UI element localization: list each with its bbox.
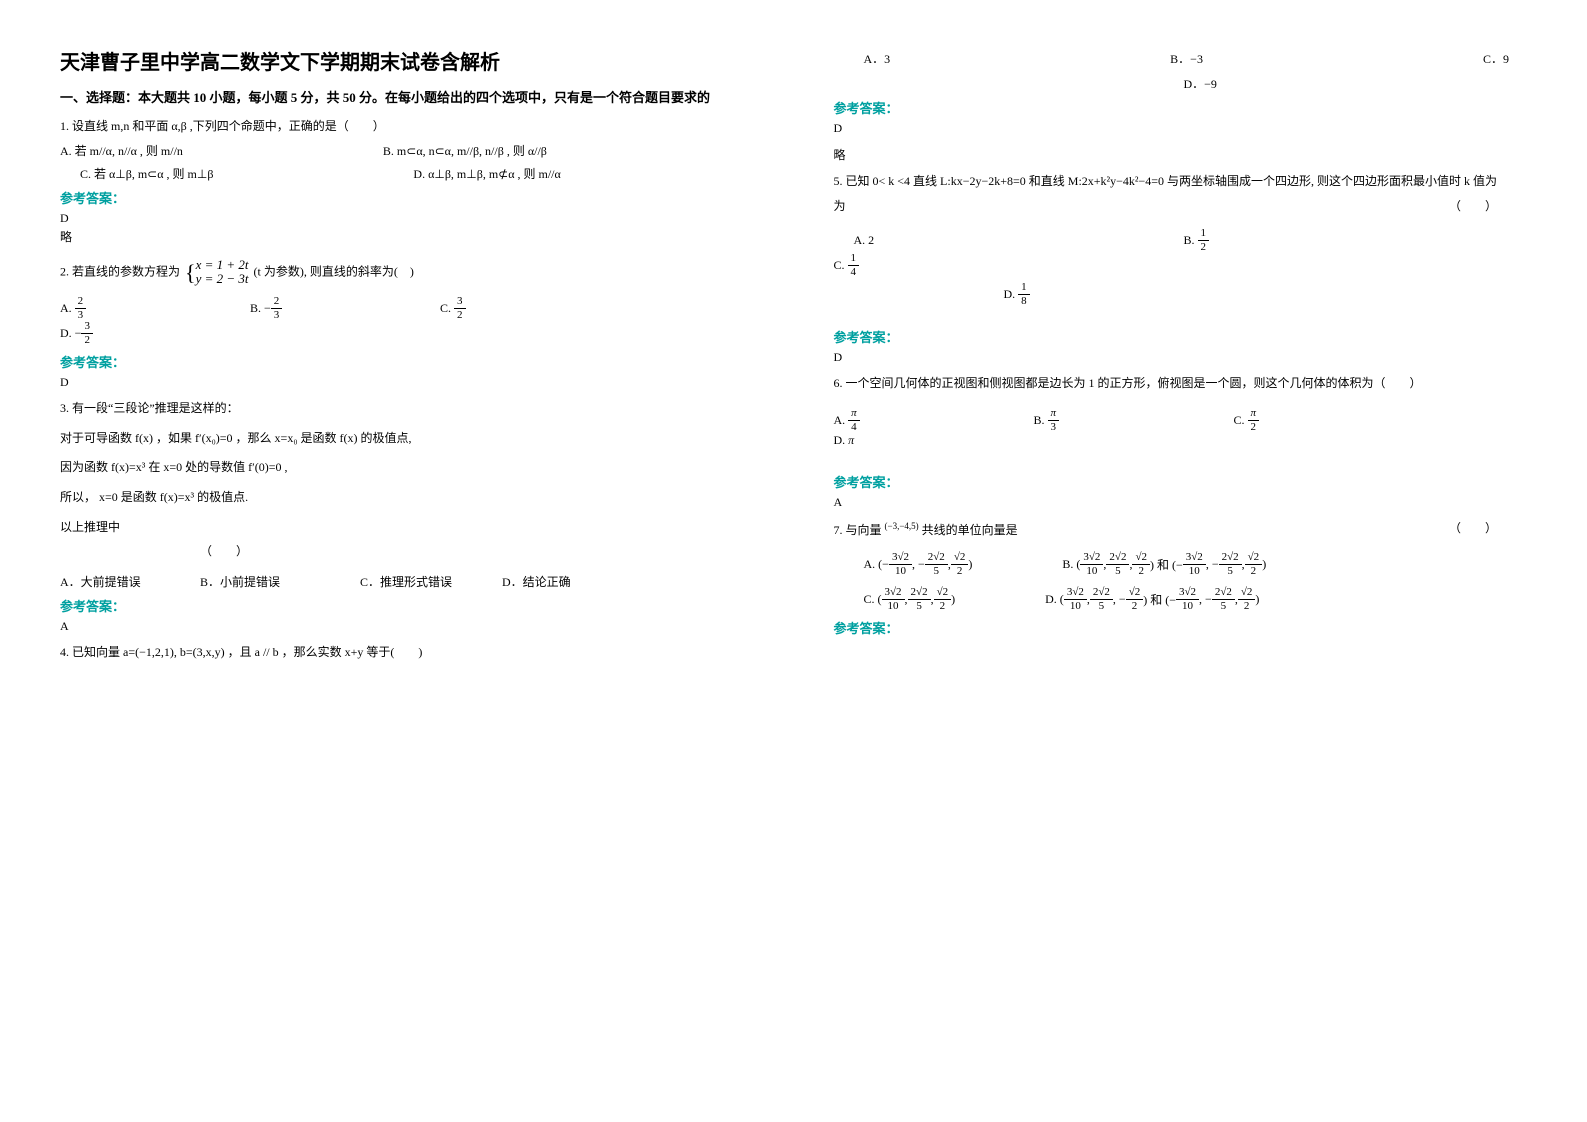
q5-opt-a: A. 2: [854, 228, 944, 253]
q3-line2: 因为函数 f(x)=x³ 在 x=0 处的导数值 f′(0)=0 ,: [60, 457, 744, 479]
q3-opt-b: B．小前提错误: [200, 573, 290, 590]
q5-opt-c: C. 14: [834, 253, 924, 278]
q5-opt-b: B. 12: [1184, 228, 1274, 253]
q5-answer: D: [834, 350, 1528, 365]
q4-opt-d: D．−9: [1184, 75, 1528, 92]
q3-line3: 所以， x=0 是函数 f(x)=x³ 的极值点.: [60, 487, 744, 509]
q2-stem-prefix: 2. 若直线的参数方程为: [60, 264, 180, 278]
q3-paren: （ ）: [200, 542, 744, 559]
q4-note: 略: [834, 146, 1528, 163]
q2-answer: D: [60, 375, 744, 390]
answer-label: 参考答案：: [834, 327, 1528, 346]
q1-opt-d: D. α⊥β, m⊥β, m⊄α , 则 m//α: [413, 165, 560, 182]
q5-opt-d: D. 18: [1004, 282, 1094, 307]
answer-label: 参考答案：: [60, 596, 744, 615]
q1-opt-a: A. 若 m//α, n//α , 则 m//n: [60, 142, 183, 159]
q1-answer: D: [60, 211, 744, 226]
q5-paren: （ ）: [1449, 197, 1497, 214]
q6-stem: 6. 一个空间几何体的正视图和侧视图都是边长为 1 的正方形，俯视图是一个圆，则…: [834, 373, 1528, 395]
q4-answer: D: [834, 121, 1528, 136]
q5-stem: 5. 已知 0< k <4 直线 L:kx−2y−2k+8=0 和直线 M:2x…: [834, 171, 1528, 193]
q1-stem: 1. 设直线 m,n 和平面 α,β ,下列四个命题中，正确的是（ ）: [60, 116, 744, 138]
q7-opt-d: D. (3√210, 2√25, −√22) 和 (−3√210, −2√25,…: [1045, 587, 1259, 612]
q4-opt-b: B．−3: [1170, 50, 1203, 67]
q2-opt-c: C. 32: [440, 296, 530, 321]
q1-note: 略: [60, 228, 744, 245]
doc-title: 天津曹子里中学高二数学文下学期期末试卷含解析: [60, 46, 744, 75]
q2-opt-b: B. −23: [250, 296, 340, 321]
q3-opt-d: D．结论正确: [502, 573, 592, 590]
answer-label: 参考答案：: [834, 98, 1528, 117]
q6-opt-d: D. π: [834, 433, 924, 448]
q2-stem: 2. 若直线的参数方程为 {x = 1 + 2ty = 2 − 3t (t 为参…: [60, 253, 744, 293]
answer-label: 参考答案：: [60, 188, 744, 207]
section-1-heading: 一、选择题：本大题共 10 小题，每小题 5 分，共 50 分。在每小题给出的四…: [60, 87, 744, 106]
q3-opt-a: A．大前提错误: [60, 573, 150, 590]
q3-opt-c: C．推理形式错误: [360, 573, 452, 590]
q6-opt-c: C. π2: [1234, 408, 1324, 433]
q6-opt-b: B. π3: [1034, 408, 1124, 433]
answer-label: 参考答案：: [60, 352, 744, 371]
answer-label: 参考答案：: [834, 472, 1528, 491]
q4-stem: 4. 已知向量 a=(−1,2,1), b=(3,x,y) ，且 a // b …: [60, 642, 744, 664]
q7-opt-c: C. (3√210, 2√25, √22): [864, 587, 956, 612]
q7-opt-b: B. (3√210, 2√25, √22) 和 (−3√210, −2√25, …: [1062, 552, 1266, 577]
q6-opt-a: A. π4: [834, 408, 924, 433]
q3-answer: A: [60, 619, 744, 634]
answer-label: 参考答案：: [834, 618, 1528, 637]
q2-opt-a: A. 23: [60, 296, 150, 321]
q4-opt-a: A．3: [864, 50, 891, 67]
q1-opt-b: B. m⊂α, n⊂α, m//β, n//β , 则 α//β: [383, 142, 547, 159]
q7-stem: 7. 与向量 (−3,−4,5) 共线的单位向量是 （ ）: [834, 518, 1528, 542]
q1-opt-c: C. 若 α⊥β, m⊂α , 则 m⊥β: [80, 165, 213, 182]
q7-opt-a: A. (−3√210, −2√25, √22): [864, 552, 973, 577]
q4-opt-c: C．9: [1483, 50, 1509, 67]
q3-line1: 对于可导函数 f(x) ，如果 f′(x₀)=0 ，那么 x=x₀ 是函数 f(…: [60, 428, 744, 450]
q7-paren: （ ）: [1449, 518, 1497, 540]
q3-stem: 3. 有一段“三段论”推理是这样的：: [60, 398, 744, 420]
q2-opt-d: D. −32: [60, 321, 150, 346]
q3-line4: 以上推理中: [60, 517, 744, 539]
q6-answer: A: [834, 495, 1528, 510]
